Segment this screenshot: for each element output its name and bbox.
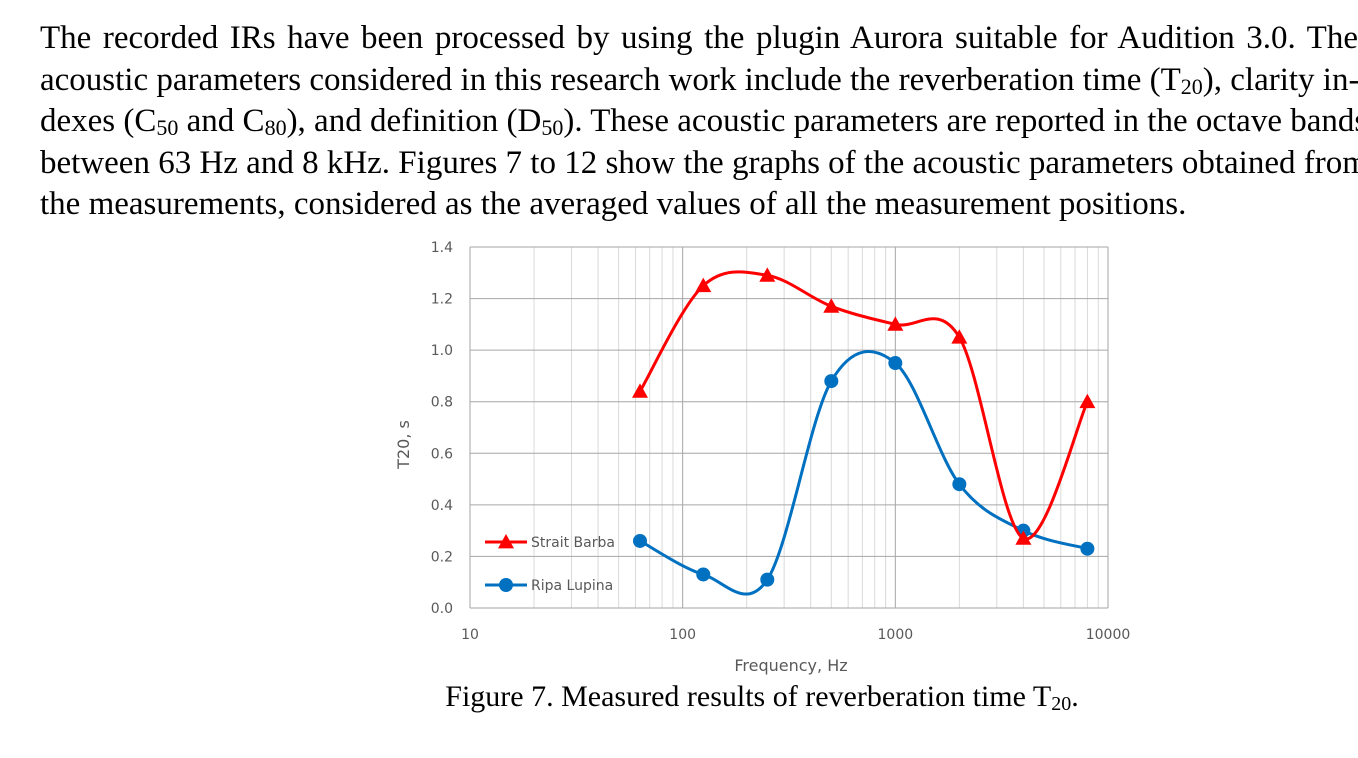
data-point — [632, 533, 647, 548]
body-paragraph: The recorded IRs have been processed by … — [40, 18, 1358, 226]
y-tick-label: 0.6 — [431, 446, 453, 462]
paragraph-line: acoustic parameters considered in this r… — [40, 61, 1358, 99]
data-point — [951, 329, 968, 344]
y-tick-label: 0.4 — [431, 498, 453, 514]
y-tick-label: 0.0 — [431, 601, 453, 617]
x-tick-label: 10000 — [1086, 627, 1131, 643]
figure-caption: Figure 7. Measured results of reverberat… — [445, 680, 1079, 715]
data-point — [952, 477, 967, 492]
y-tick-label: 1.2 — [431, 292, 453, 308]
data-point — [1015, 530, 1032, 545]
x-tick-label: 1000 — [878, 627, 914, 643]
paragraph-line: The recorded IRs have been processed by … — [40, 20, 1358, 56]
data-point — [824, 374, 839, 389]
data-point — [888, 356, 903, 371]
chart-legend: Strait Barba Ripa Lupina — [485, 534, 615, 594]
paragraph-line: the measurements, considered as the aver… — [40, 186, 1187, 222]
grid-lines — [469, 246, 1109, 609]
y-axis-title: T20, s — [394, 420, 413, 470]
legend-marker — [498, 534, 514, 549]
y-tick-label: 0.8 — [431, 395, 453, 411]
series-ripa-lupina — [632, 350, 1095, 596]
y-tick-label: 0.2 — [431, 549, 453, 565]
paragraph-line: between 63 Hz and 8 kHz. Figures 7 to 12… — [40, 144, 1358, 181]
data-point — [696, 567, 711, 582]
y-tick-label: 1.4 — [431, 240, 453, 256]
data-point — [695, 277, 712, 293]
series-line — [639, 350, 1088, 596]
series-line — [638, 270, 1089, 541]
data-point — [631, 383, 648, 398]
paragraph-line: dexes (C50 and C80), and definition (D50… — [40, 103, 1358, 140]
data-point — [1080, 541, 1095, 556]
series-strait-barba — [631, 267, 1096, 545]
data-point — [759, 267, 776, 282]
y-tick-label: 1.0 — [431, 343, 453, 359]
data-point — [1079, 393, 1096, 409]
x-tick-label: 10 — [461, 627, 479, 643]
data-point — [823, 298, 840, 313]
data-point — [760, 572, 775, 587]
legend-label: Strait Barba — [531, 535, 615, 551]
legend-label: Ripa Lupina — [531, 578, 613, 594]
legend-marker — [499, 578, 513, 592]
x-axis-title: Frequency, Hz — [734, 656, 847, 675]
x-tick-label: 100 — [669, 627, 696, 643]
data-point — [887, 316, 904, 331]
reverberation-time-chart: 0.0 0.2 0.4 0.6 0.8 1.0 1.2 1.4 10 100 1000 10000 Fr… — [394, 240, 1131, 675]
